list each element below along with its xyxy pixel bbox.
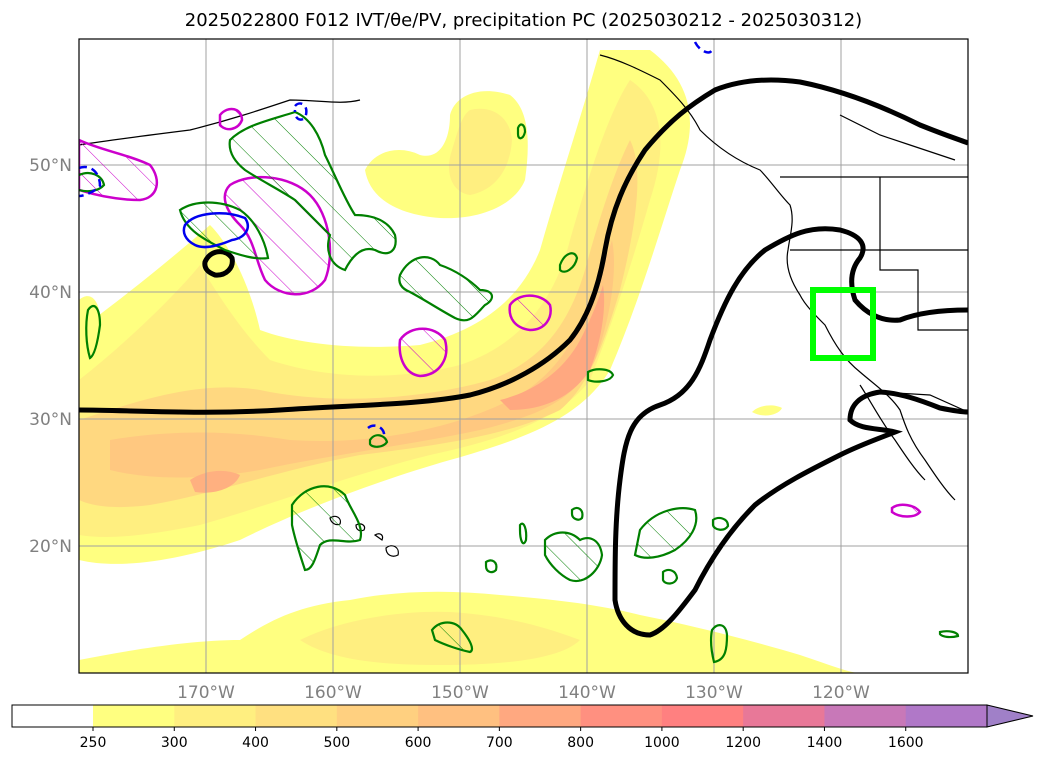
- blue-dash-1: [693, 41, 714, 54]
- precip-contour-1: [228, 110, 397, 272]
- pv-contour-5: [218, 107, 244, 131]
- blue-contour-1: [182, 212, 249, 249]
- lat-label-40: 40°N: [29, 283, 72, 303]
- colorbar-segment: [174, 705, 257, 727]
- precip-contour-10: [586, 368, 615, 383]
- pv-contour-2: [79, 138, 159, 202]
- precip-contour-8: [85, 304, 102, 360]
- precip-contour-20: [570, 506, 584, 521]
- lat-label-30: 30°N: [29, 410, 72, 430]
- colorbar-tick-label: 800: [567, 735, 594, 751]
- precip-contour-11: [709, 624, 729, 664]
- precip-contour-3: [178, 201, 270, 260]
- precip-contour-13: [711, 516, 730, 531]
- gridlines: [79, 39, 968, 673]
- precip-contour-17: [938, 630, 960, 639]
- colorbar-segment: [661, 705, 744, 727]
- colorbar-tick-label: 1200: [725, 735, 761, 751]
- colorbar-segment: [499, 705, 582, 727]
- precip-contour-15: [518, 522, 528, 545]
- colorbar-tick-label: 500: [323, 735, 350, 751]
- colorbar-segment: [255, 705, 338, 727]
- colorbar-tick-label: 250: [80, 735, 107, 751]
- region-box: [810, 287, 876, 361]
- baja-coast: [859, 384, 926, 481]
- precip-contours: [79, 110, 960, 664]
- colorbar-ticks: 250 300 400 500 600 700 800 1000 1200 1400 1600: [80, 727, 924, 751]
- blue-dash-4: [79, 165, 102, 198]
- blue-dash-3: [367, 424, 386, 439]
- colorbar-segment: [743, 705, 825, 727]
- precip-contour-19: [79, 171, 106, 193]
- north-america-coast: [599, 54, 956, 501]
- precip-contour-18: [484, 559, 498, 574]
- colorbar-segment: [418, 705, 500, 727]
- colorbar-tick-label: 1600: [888, 735, 924, 751]
- colorbar-tick-label: 700: [486, 735, 513, 751]
- theta-contour-small: [202, 249, 235, 278]
- pv-contour-3: [398, 327, 448, 378]
- precip-contour-14: [516, 123, 527, 140]
- colorbar: 250 300 400 500 600 700 800 1000 1200 1400 1600: [11, 704, 1034, 751]
- colorbar-segment: [336, 705, 419, 727]
- precip-contour-9: [558, 252, 579, 273]
- lon-label-160w: 160°W: [304, 683, 362, 703]
- colorbar-segment: [824, 705, 907, 727]
- lat-labels: 50°N 40°N 30°N 20°N: [29, 156, 72, 557]
- theta-e-contours: [79, 77, 968, 638]
- ivt-small-east: [752, 405, 782, 416]
- ivt-blob-north-inner: [449, 108, 512, 195]
- precip-contour-5: [543, 531, 604, 583]
- lat-label-20: 20°N: [29, 537, 72, 557]
- colorbar-segment: [12, 705, 93, 727]
- us-state-border-2: [879, 177, 968, 331]
- colorbar-segments: [12, 705, 988, 727]
- precip-contour-6: [633, 507, 698, 559]
- blue-contours: [79, 41, 714, 439]
- lon-labels: 170°W 160°W 150°W 140°W 130°W 120°W: [177, 683, 870, 703]
- colorbar-tick-label: 1400: [807, 735, 843, 751]
- lon-label-170w: 170°W: [177, 683, 235, 703]
- chart-title: 2025022800 F012 IVT/θe/PV, precipitation…: [184, 10, 863, 31]
- precip-contour-7: [430, 621, 474, 654]
- ivt-shading: [79, 50, 860, 673]
- colorbar-tick-label: 300: [161, 735, 188, 751]
- precip-contour-16: [368, 434, 389, 448]
- colorbar-tick-label: 1000: [644, 735, 680, 751]
- colorbar-tick-label: 400: [242, 735, 269, 751]
- theta-contour-loop: [612, 226, 968, 638]
- precip-contour-2: [398, 256, 493, 322]
- precip-contour-12: [661, 568, 679, 585]
- ivt-band-700b: [190, 470, 240, 493]
- map-content: [79, 39, 968, 673]
- theta-contour-main: [79, 77, 968, 415]
- pv-contour-4: [508, 294, 552, 332]
- lat-label-50: 50°N: [29, 156, 72, 176]
- lon-label-140w: 140°W: [558, 683, 616, 703]
- lon-label-130w: 130°W: [685, 683, 743, 703]
- ivt-band-700: [500, 285, 605, 410]
- colorbar-segment: [905, 705, 988, 727]
- lon-label-150w: 150°W: [431, 683, 489, 703]
- coastlines: [79, 54, 968, 557]
- canada-inland: [839, 114, 956, 161]
- map-border: [78, 38, 969, 674]
- colorbar-segment: [93, 705, 175, 727]
- colorbar-segment: [580, 705, 663, 727]
- lon-label-120w: 120°W: [812, 683, 870, 703]
- ivt-band-500: [110, 240, 615, 478]
- colorbar-tick-label: 600: [405, 735, 432, 751]
- colorbar-extend-arrow: [986, 704, 1034, 728]
- precip-contour-4: [290, 485, 363, 572]
- blue-dash-2: [293, 102, 308, 121]
- pv-contour-6: [890, 503, 922, 518]
